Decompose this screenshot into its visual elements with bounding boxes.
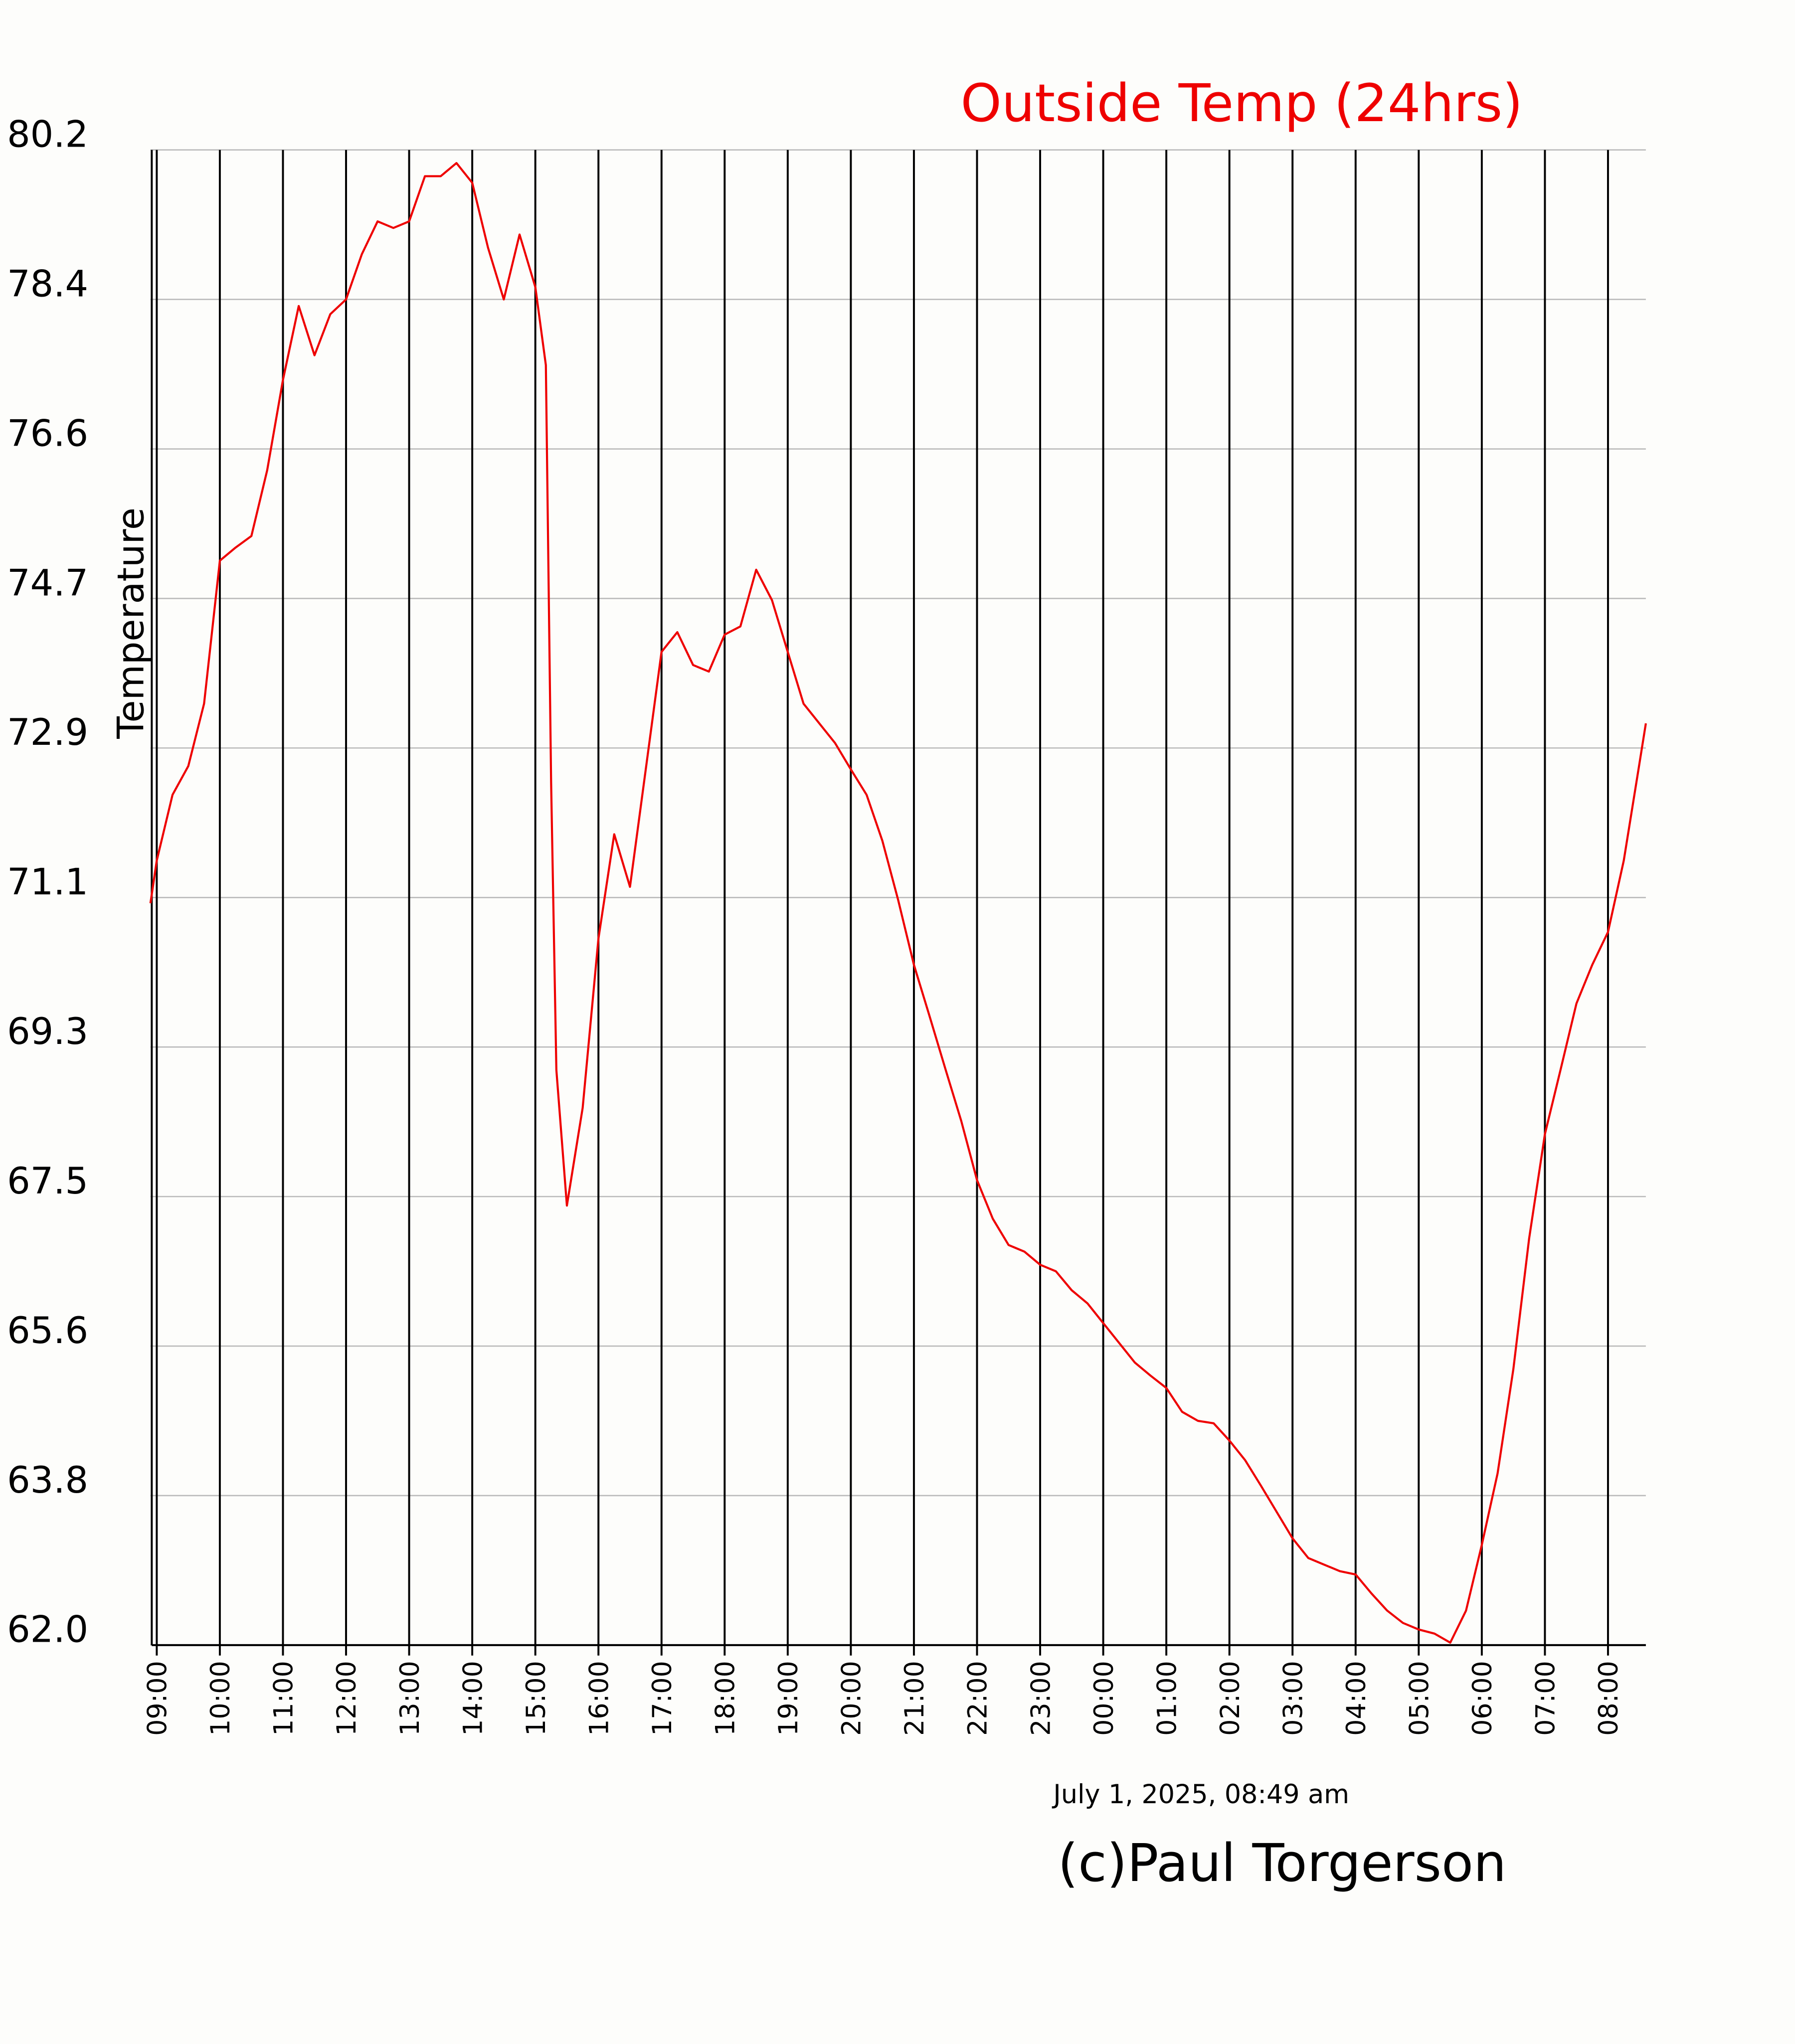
y-tick-label: 74.7 (7, 562, 88, 604)
y-tick-label: 69.3 (7, 1011, 88, 1053)
x-tick-label: 22:00 (963, 1661, 993, 1736)
x-tick-label: 21:00 (899, 1661, 930, 1736)
x-tick-label: 03:00 (1278, 1661, 1308, 1736)
y-tick-label: 65.6 (7, 1310, 88, 1352)
y-tick-label: 80.2 (7, 114, 88, 156)
x-tick-label: 17:00 (647, 1661, 678, 1736)
y-axis-label: Temperature (110, 508, 153, 739)
x-tick-label: 04:00 (1341, 1661, 1372, 1736)
x-tick-label: 10:00 (205, 1661, 236, 1736)
x-tick-label: 19:00 (773, 1661, 804, 1736)
copyright: (c)Paul Torgerson (1058, 1833, 1506, 1893)
x-tick-label: 18:00 (711, 1661, 741, 1736)
x-tick-label: 08:00 (1594, 1661, 1624, 1736)
x-tick-label: 06:00 (1467, 1661, 1498, 1736)
x-tick-label: 12:00 (332, 1661, 362, 1736)
y-tick-label: 67.5 (7, 1160, 88, 1202)
x-tick-label: 07:00 (1531, 1661, 1561, 1736)
y-tick-label: 72.9 (7, 711, 88, 754)
x-tick-label: 02:00 (1215, 1661, 1246, 1736)
x-tick-label: 11:00 (269, 1661, 299, 1736)
x-tick-label: 01:00 (1152, 1661, 1182, 1736)
y-tick-label: 78.4 (7, 263, 88, 305)
y-tick-label: 62.0 (7, 1609, 88, 1651)
x-tick-label: 14:00 (458, 1661, 488, 1736)
temperature-line (149, 162, 1647, 1644)
timestamp: July 1, 2025, 08:49 am (1052, 1779, 1349, 1810)
x-tick-label: 13:00 (395, 1661, 425, 1736)
x-tick-label: 15:00 (521, 1661, 551, 1736)
x-tick-label: 05:00 (1405, 1661, 1435, 1736)
y-tick-label: 63.8 (7, 1459, 88, 1502)
chart-title: Outside Temp (24hrs) (961, 73, 1523, 134)
grid (150, 149, 1646, 1646)
y-tick-label: 71.1 (7, 861, 88, 903)
x-tick-label: 20:00 (837, 1661, 867, 1736)
x-tick-label: 09:00 (143, 1661, 173, 1736)
x-tick-label: 16:00 (584, 1661, 614, 1736)
x-tick-label: 23:00 (1026, 1661, 1056, 1736)
y-tick-label: 76.6 (7, 412, 88, 455)
x-tick-label: 00:00 (1089, 1661, 1119, 1736)
